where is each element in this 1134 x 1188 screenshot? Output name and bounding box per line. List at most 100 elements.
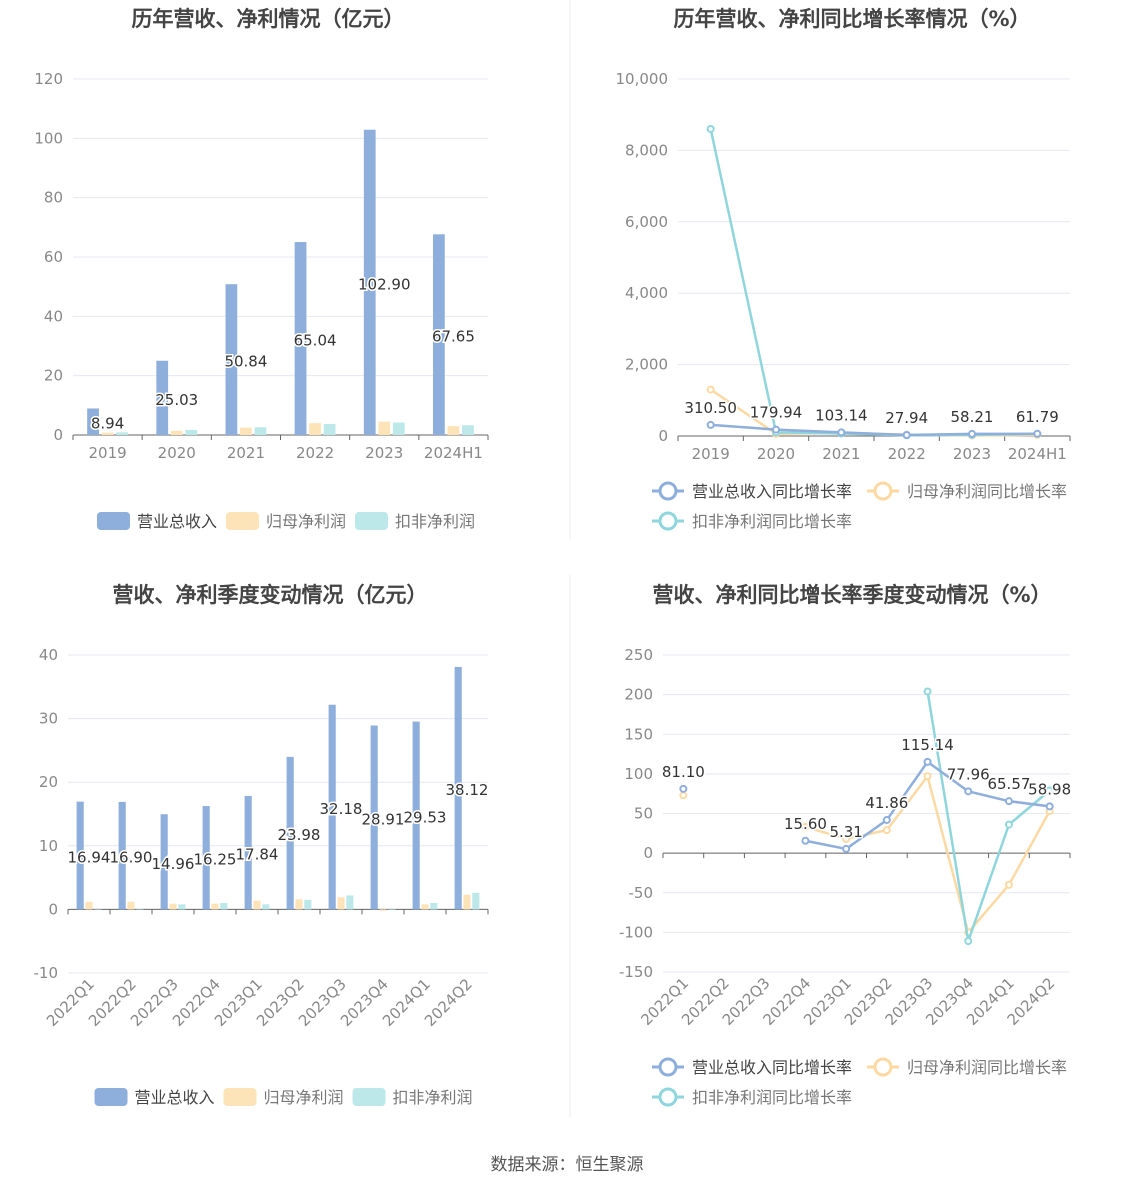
- data-point: [801, 822, 810, 831]
- bar: [323, 424, 336, 435]
- data-label: 5.31: [829, 823, 862, 841]
- y-tick-label: 0: [48, 900, 58, 918]
- y-tick-label: -50: [629, 884, 654, 902]
- y-tick-label: 150: [624, 725, 653, 743]
- data-point: [801, 836, 810, 845]
- legend-label: 营业总收入同比增长率: [692, 1058, 852, 1077]
- data-label: 23.98: [278, 826, 321, 844]
- data-label: 41.86: [865, 794, 908, 812]
- bar: [421, 904, 429, 910]
- data-point: [842, 834, 851, 843]
- bar: [136, 909, 144, 910]
- bar: [304, 899, 312, 910]
- y-tick-label: 100: [34, 129, 63, 147]
- bar: [202, 806, 210, 910]
- bar: [253, 900, 261, 910]
- data-label: 58.98: [1028, 780, 1071, 798]
- y-tick-label: 2,000: [625, 356, 668, 374]
- x-tick-label: 2021: [822, 445, 860, 463]
- bar: [454, 666, 462, 910]
- data-label: 103.14: [815, 406, 868, 424]
- data-point: [964, 787, 973, 796]
- y-tick-label: 80: [44, 189, 63, 207]
- bar: [220, 903, 228, 910]
- x-tick-label: 2023: [365, 444, 403, 462]
- bar: [433, 234, 445, 435]
- legend-label: 扣非净利润: [395, 512, 475, 531]
- x-tick-label: 2022: [296, 444, 334, 462]
- y-tick-label: -100: [619, 923, 653, 941]
- legend-label: 归母净利润同比增长率: [907, 1058, 1067, 1077]
- data-label: 8.94: [91, 415, 124, 433]
- x-tick-label: 2019: [692, 445, 730, 463]
- bar: [85, 901, 93, 910]
- y-tick-label: 30: [39, 710, 58, 728]
- y-tick-label: 60: [44, 248, 63, 266]
- bar: [116, 432, 128, 435]
- data-point: [1033, 429, 1042, 438]
- data-point: [1045, 802, 1054, 811]
- x-tick-label: 2024H1: [424, 444, 483, 462]
- data-point: [1045, 786, 1054, 795]
- data-point: [679, 791, 688, 800]
- y-tick-label: 120: [34, 70, 63, 88]
- x-tick-label: 2019: [88, 444, 126, 462]
- bar: [286, 756, 294, 910]
- y-tick-label: 10,000: [616, 70, 669, 88]
- data-point: [842, 844, 851, 853]
- bar: [363, 129, 376, 436]
- bar: [295, 899, 303, 910]
- data-label: 61.79: [1016, 408, 1059, 426]
- bar: [160, 814, 168, 910]
- bar: [337, 897, 345, 910]
- bar: [185, 429, 198, 435]
- series-line: [709, 128, 1038, 437]
- y-tick-label: 0: [658, 427, 668, 445]
- bar: [94, 909, 102, 910]
- bar: [294, 242, 307, 435]
- legend-label: 扣非净利润同比增长率: [692, 512, 852, 531]
- data-point: [964, 937, 973, 946]
- y-tick-label: 6,000: [625, 213, 668, 231]
- legend-label: 归母净利润: [264, 1088, 344, 1107]
- x-tick-label: 2024H1: [1008, 445, 1067, 463]
- data-label: 115.14: [901, 736, 954, 754]
- data-label: 65.04: [294, 332, 337, 350]
- legend-marker: [658, 481, 678, 501]
- data-label: 179.94: [750, 404, 803, 422]
- y-tick-label: -150: [619, 963, 653, 981]
- y-tick-label: 0: [643, 844, 653, 862]
- legend-label: 扣非净利润同比增长率: [692, 1088, 852, 1107]
- bar: [87, 408, 99, 435]
- bar: [462, 425, 474, 435]
- y-tick-label: 40: [39, 646, 58, 664]
- x-tick-label: 2021: [227, 444, 265, 462]
- data-point: [923, 772, 932, 781]
- chart-title: 营收、净利同比增长率季度变动情况（%）: [652, 583, 1051, 607]
- y-tick-label: 50: [634, 805, 653, 823]
- data-point: [706, 385, 715, 394]
- legend-label: 营业总收入: [135, 1088, 215, 1107]
- data-label: 102.90: [358, 275, 411, 293]
- bar: [328, 704, 336, 910]
- data-label: 77.96: [947, 765, 990, 783]
- legend-swatch: [226, 512, 259, 530]
- data-label: 81.10: [662, 763, 705, 781]
- data-source-note: 数据来源：恒生聚源: [490, 1155, 644, 1175]
- data-point: [837, 428, 846, 437]
- legend-label: 归母净利润同比增长率: [907, 482, 1067, 501]
- legend-marker: [873, 1057, 893, 1077]
- y-tick-label: -10: [34, 964, 59, 982]
- bar: [156, 360, 169, 435]
- y-tick-label: 10: [39, 837, 58, 855]
- data-point: [882, 826, 891, 835]
- bar: [169, 903, 177, 910]
- legend-marker: [658, 1087, 678, 1107]
- data-point: [968, 429, 976, 438]
- legend-marker: [658, 1057, 678, 1077]
- y-tick-label: 100: [624, 765, 653, 783]
- data-label: 38.12: [446, 781, 489, 799]
- data-label: 29.53: [404, 808, 447, 826]
- data-label: 15.60: [784, 815, 827, 833]
- chart-title: 历年营收、净利同比增长率情况（%）: [673, 7, 1030, 31]
